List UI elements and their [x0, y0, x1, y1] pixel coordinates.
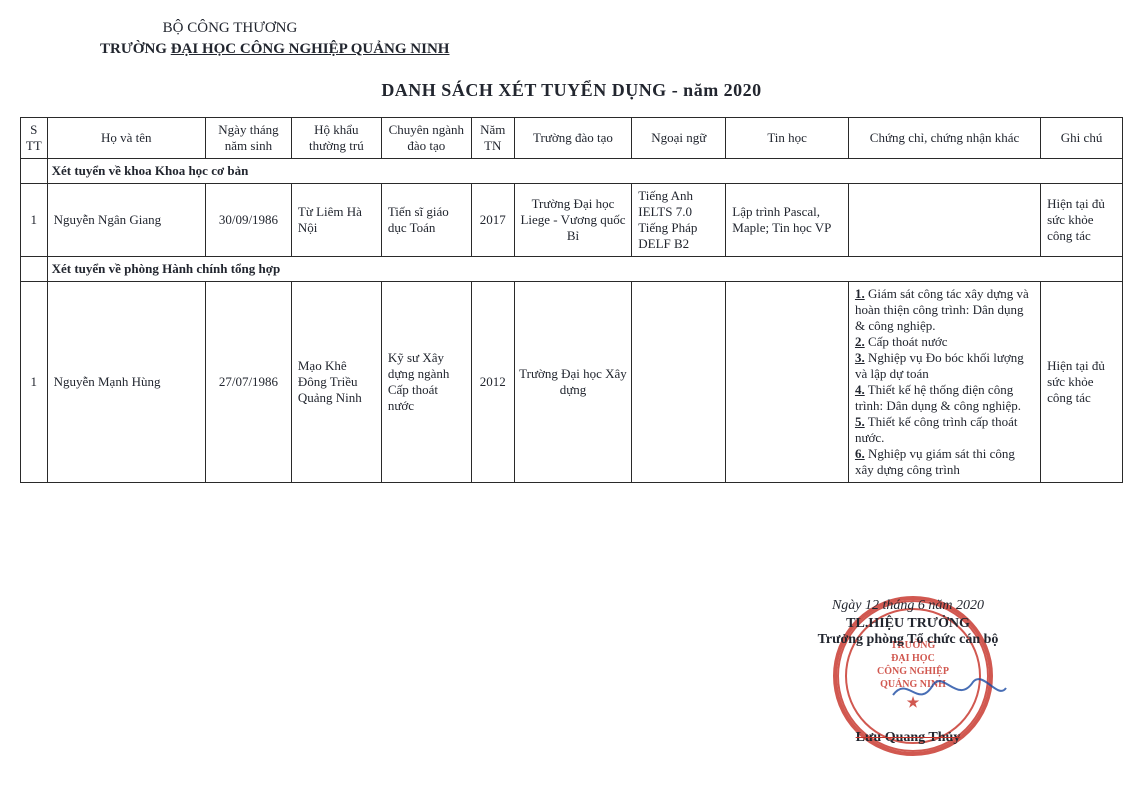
- cell-name: Nguyễn Ngân Giang: [47, 184, 205, 257]
- cell-it: [726, 282, 849, 483]
- cell-note: Hiện tại đủ sức khỏe công tác: [1041, 282, 1123, 483]
- cell-school: Trường Đại học Xây dựng: [514, 282, 632, 483]
- cell-year: 2017: [471, 184, 514, 257]
- cert-item: 5. Thiết kế công trình cấp thoát nước.: [855, 414, 1036, 446]
- col-stt: S TT: [21, 118, 48, 159]
- school-name-underlined: ĐẠI HỌC CÔNG NGHIỆP QUẢNG NINH: [171, 41, 450, 57]
- section-heading-row: Xét tuyển về phòng Hành chính tổng hợp: [21, 257, 1123, 282]
- col-dob: Ngày tháng năm sinh: [206, 118, 292, 159]
- table-header: S TT Họ và tên Ngày tháng năm sinh Hộ kh…: [21, 118, 1123, 159]
- cert-number: 1.: [855, 286, 865, 301]
- section-heading: Xét tuyển về phòng Hành chính tổng hợp: [47, 257, 1122, 282]
- signature-title2: Trưởng phòng Tổ chức cán bộ: [733, 632, 1083, 648]
- recruitment-table: S TT Họ và tên Ngày tháng năm sinh Hộ kh…: [20, 117, 1123, 483]
- cert-item: 6. Nghiệp vụ giám sát thi công xây dựng …: [855, 446, 1036, 478]
- cert-number: 3.: [855, 350, 865, 365]
- cell-note: Hiện tại đủ sức khỏe công tác: [1041, 184, 1123, 257]
- col-it: Tin học: [726, 118, 849, 159]
- cell-addr: Từ Liêm Hà Nội: [291, 184, 381, 257]
- cell-major: Kỹ sư Xây dựng ngành Cấp thoát nước: [381, 282, 471, 483]
- col-lang: Ngoại ngữ: [632, 118, 726, 159]
- table-row: 1Nguyễn Ngân Giang30/09/1986Từ Liêm Hà N…: [21, 184, 1123, 257]
- section-heading: Xét tuyển về khoa Khoa học cơ bản: [47, 159, 1122, 184]
- col-name: Họ và tên: [47, 118, 205, 159]
- header-row: S TT Họ và tên Ngày tháng năm sinh Hộ kh…: [21, 118, 1123, 159]
- col-major: Chuyên ngành đào tạo: [381, 118, 471, 159]
- cell-lang: Tiếng Anh IELTS 7.0 Tiếng Pháp DELF B2: [632, 184, 726, 257]
- cert-number: 4.: [855, 382, 865, 397]
- cell-dob: 27/07/1986: [206, 282, 292, 483]
- cell-name: Nguyễn Mạnh Hùng: [47, 282, 205, 483]
- cell-year: 2012: [471, 282, 514, 483]
- school-label: TRƯỜNG ĐẠI HỌC CÔNG NGHIỆP QUẢNG NINH: [100, 41, 1123, 58]
- cell-dob: 30/09/1986: [206, 184, 292, 257]
- cert-number: 5.: [855, 414, 865, 429]
- col-year: Năm TN: [471, 118, 514, 159]
- cert-item: 3. Nghiệp vụ Đo bóc khối lượng và lập dự…: [855, 350, 1036, 382]
- school-prefix: TRƯỜNG: [100, 41, 171, 57]
- signature-title1: TL.HIỆU TRƯỞNG: [733, 616, 1083, 632]
- document-page: BỘ CÔNG THƯƠNG TRƯỜNG ĐẠI HỌC CÔNG NGHIỆ…: [0, 0, 1143, 483]
- col-cert: Chứng chỉ, chứng nhận khác: [848, 118, 1040, 159]
- cell-cert: 1. Giám sát công tác xây dựng và hoàn th…: [848, 282, 1040, 483]
- ministry-label: BỘ CÔNG THƯƠNG: [100, 20, 360, 37]
- cell-it: Lập trình Pascal, Maple; Tin học VP: [726, 184, 849, 257]
- cert-number: 6.: [855, 446, 865, 461]
- cell-school: Trường Đại học Liege - Vương quốc Bỉ: [514, 184, 632, 257]
- section-empty-cell: [21, 257, 48, 282]
- signature-name: Lưu Quang Thủy: [733, 730, 1083, 746]
- cell-lang: [632, 282, 726, 483]
- cert-item: 2. Cấp thoát nước: [855, 334, 1036, 350]
- cell-stt: 1: [21, 282, 48, 483]
- section-heading-row: Xét tuyển về khoa Khoa học cơ bản: [21, 159, 1123, 184]
- table-row: 1Nguyễn Mạnh Hùng27/07/1986Mạo Khê Đông …: [21, 282, 1123, 483]
- col-school: Trường đào tạo: [514, 118, 632, 159]
- cert-item: 4. Thiết kế hệ thống điện công trình: Dâ…: [855, 382, 1036, 414]
- signature-block: Ngày 12 tháng 6 năm 2020 TL.HIỆU TRƯỞNG …: [733, 598, 1083, 746]
- col-note: Ghi chú: [1041, 118, 1123, 159]
- cert-item: 1. Giám sát công tác xây dựng và hoàn th…: [855, 286, 1036, 334]
- cell-addr: Mạo Khê Đông Triều Quảng Ninh: [291, 282, 381, 483]
- cert-number: 2.: [855, 334, 865, 349]
- signature-date: Ngày 12 tháng 6 năm 2020: [733, 598, 1083, 614]
- section-empty-cell: [21, 159, 48, 184]
- document-title: DANH SÁCH XÉT TUYỂN DỤNG - năm 2020: [20, 80, 1123, 101]
- cell-stt: 1: [21, 184, 48, 257]
- table-body: Xét tuyển về khoa Khoa học cơ bản1Nguyễn…: [21, 159, 1123, 483]
- cell-major: Tiến sĩ giáo dục Toán: [381, 184, 471, 257]
- cell-cert: [848, 184, 1040, 257]
- header-block: BỘ CÔNG THƯƠNG TRƯỜNG ĐẠI HỌC CÔNG NGHIỆ…: [100, 20, 1123, 58]
- col-addr: Hộ khẩu thường trú: [291, 118, 381, 159]
